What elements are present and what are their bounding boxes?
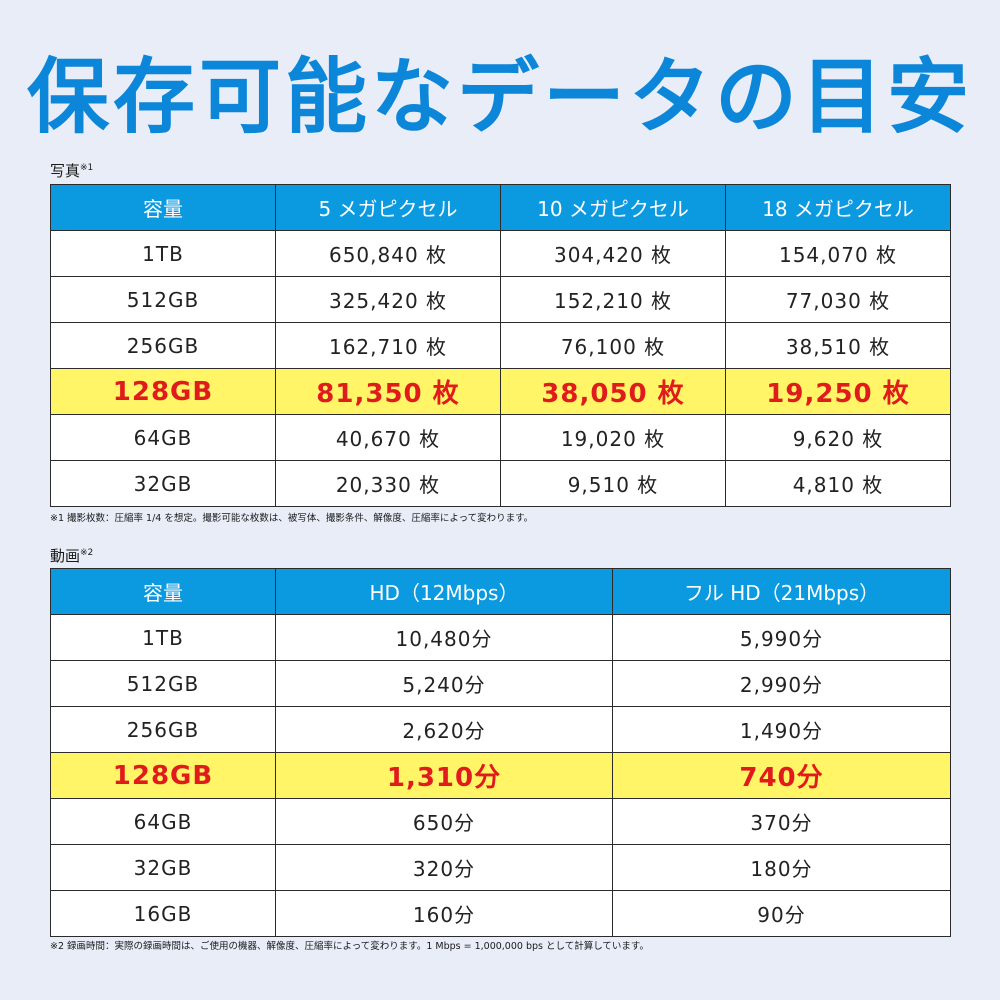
- value-cell: 160分: [275, 890, 613, 937]
- capacity-cell: 1TB: [50, 614, 276, 661]
- video-header-capacity: 容量: [50, 568, 276, 615]
- value-cell: 650分: [275, 798, 613, 845]
- value-cell: 38,050 枚: [500, 368, 726, 415]
- capacity-cell: 512GB: [50, 276, 276, 323]
- value-cell: 162,710 枚: [275, 322, 501, 369]
- capacity-cell: 16GB: [50, 890, 276, 937]
- capacity-cell: 64GB: [50, 798, 276, 845]
- value-cell: 19,020 枚: [500, 414, 726, 461]
- photo-header-18mp: 18 メガピクセル: [725, 184, 951, 231]
- photo-label-mark: ※1: [80, 163, 94, 173]
- table-row: 256GB 2,620分 1,490分: [50, 706, 951, 753]
- value-cell: 304,420 枚: [500, 230, 726, 277]
- table-row: 16GB 160分 90分: [50, 890, 951, 937]
- table-row: 64GB 650分 370分: [50, 798, 951, 845]
- value-cell: 10,480分: [275, 614, 613, 661]
- photo-header-capacity: 容量: [50, 184, 276, 231]
- capacity-cell: 256GB: [50, 322, 276, 369]
- highlighted-row: 128GB 1,310分 740分: [50, 752, 951, 799]
- value-cell: 5,240分: [275, 660, 613, 707]
- capacity-cell: 1TB: [50, 230, 276, 277]
- table-row: 1TB 10,480分 5,990分: [50, 614, 951, 661]
- video-section-label: 動画※2: [50, 545, 93, 566]
- highlighted-row: 128GB 81,350 枚 38,050 枚 19,250 枚: [50, 368, 951, 415]
- video-capacity-table: 容量 HD（12Mbps） フル HD（21Mbps） 1TB 10,480分 …: [50, 568, 951, 937]
- value-cell: 154,070 枚: [725, 230, 951, 277]
- table-row: 32GB 20,330 枚 9,510 枚 4,810 枚: [50, 460, 951, 507]
- photo-capacity-table: 容量 5 メガピクセル 10 メガピクセル 18 メガピクセル 1TB 650,…: [50, 184, 951, 507]
- video-label-mark: ※2: [80, 548, 94, 558]
- photo-header-row: 容量 5 メガピクセル 10 メガピクセル 18 メガピクセル: [50, 184, 951, 231]
- photo-header-10mp: 10 メガピクセル: [500, 184, 726, 231]
- video-header-row: 容量 HD（12Mbps） フル HD（21Mbps）: [50, 568, 951, 615]
- photo-section-label: 写真※1: [50, 160, 93, 181]
- value-cell: 740分: [612, 752, 951, 799]
- value-cell: 2,620分: [275, 706, 613, 753]
- page-title: 保存可能なデータの目安: [26, 50, 973, 145]
- capacity-cell: 512GB: [50, 660, 276, 707]
- value-cell: 76,100 枚: [500, 322, 726, 369]
- value-cell: 152,210 枚: [500, 276, 726, 323]
- photo-label-text: 写真: [50, 162, 81, 180]
- value-cell: 370分: [612, 798, 951, 845]
- video-header-hd: HD（12Mbps）: [275, 568, 613, 615]
- value-cell: 90分: [612, 890, 951, 937]
- video-label-text: 動画: [50, 547, 81, 565]
- value-cell: 20,330 枚: [275, 460, 501, 507]
- photo-header-5mp: 5 メガピクセル: [275, 184, 501, 231]
- value-cell: 180分: [612, 844, 951, 891]
- value-cell: 4,810 枚: [725, 460, 951, 507]
- value-cell: 1,310分: [275, 752, 613, 799]
- value-cell: 40,670 枚: [275, 414, 501, 461]
- table-row: 32GB 320分 180分: [50, 844, 951, 891]
- value-cell: 320分: [275, 844, 613, 891]
- value-cell: 19,250 枚: [725, 368, 951, 415]
- capacity-cell: 64GB: [50, 414, 276, 461]
- value-cell: 9,510 枚: [500, 460, 726, 507]
- capacity-cell: 128GB: [50, 368, 276, 415]
- video-header-full-hd: フル HD（21Mbps）: [612, 568, 951, 615]
- table-row: 512GB 5,240分 2,990分: [50, 660, 951, 707]
- value-cell: 325,420 枚: [275, 276, 501, 323]
- value-cell: 81,350 枚: [275, 368, 501, 415]
- value-cell: 2,990分: [612, 660, 951, 707]
- table-row: 1TB 650,840 枚 304,420 枚 154,070 枚: [50, 230, 951, 277]
- value-cell: 650,840 枚: [275, 230, 501, 277]
- table-row: 256GB 162,710 枚 76,100 枚 38,510 枚: [50, 322, 951, 369]
- capacity-cell: 256GB: [50, 706, 276, 753]
- table-row: 512GB 325,420 枚 152,210 枚 77,030 枚: [50, 276, 951, 323]
- value-cell: 5,990分: [612, 614, 951, 661]
- value-cell: 38,510 枚: [725, 322, 951, 369]
- capacity-cell: 32GB: [50, 460, 276, 507]
- table-row: 64GB 40,670 枚 19,020 枚 9,620 枚: [50, 414, 951, 461]
- value-cell: 1,490分: [612, 706, 951, 753]
- value-cell: 9,620 枚: [725, 414, 951, 461]
- photo-footnote: ※1 撮影枚数：圧縮率 1/4 を想定。撮影可能な枚数は、被写体、撮影条件、解像…: [50, 513, 534, 524]
- video-footnote: ※2 録画時間：実際の録画時間は、ご使用の機器、解像度、圧縮率によって変わります…: [50, 941, 649, 952]
- value-cell: 77,030 枚: [725, 276, 951, 323]
- capacity-cell: 32GB: [50, 844, 276, 891]
- capacity-cell: 128GB: [50, 752, 276, 799]
